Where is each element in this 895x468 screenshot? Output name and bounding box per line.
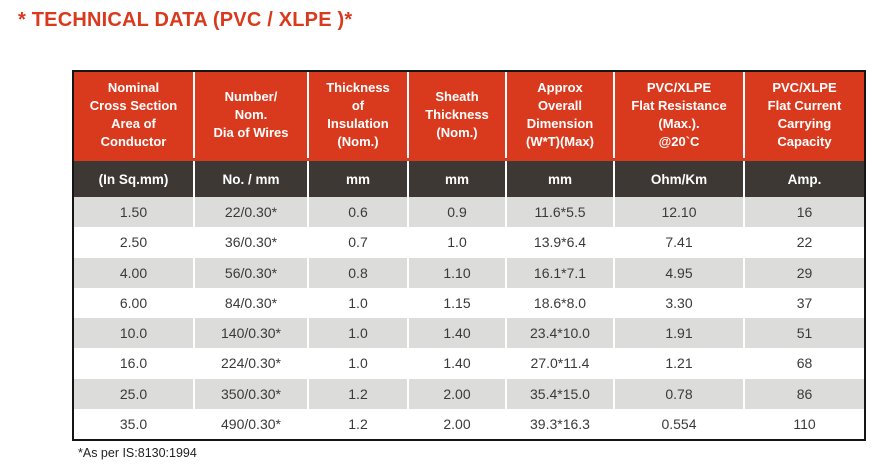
unit-label: mm	[309, 161, 407, 197]
table-cell: 1.40	[409, 348, 505, 379]
table-cell: 51	[745, 318, 864, 349]
table-cell: 1.0	[309, 348, 407, 379]
table-cell: 0.78	[615, 378, 743, 409]
table-cell: 35.0	[74, 408, 193, 439]
unit-label: mm	[409, 161, 505, 197]
table-cell: 25.0	[74, 378, 193, 409]
table-row: 1.50 22/0.30* 0.6 0.9 11.6*5.5 12.10 16	[74, 197, 864, 228]
table-header-row: Nominal Cross Section Area of Conductor …	[74, 72, 864, 158]
table-row: 25.0 350/0.30* 1.2 2.00 35.4*15.0 0.78 8…	[74, 378, 864, 409]
table-cell: 39.3*16.3	[507, 408, 613, 439]
page-title: * TECHNICAL DATA (PVC / XLPE )*	[18, 9, 353, 31]
table-cell: 18.6*8.0	[507, 287, 613, 318]
table-cell: 1.21	[615, 348, 743, 379]
table-cell: 35.4*15.0	[507, 378, 613, 409]
table-cell: 11.6*5.5	[507, 197, 613, 228]
table-cell: 29	[745, 257, 864, 288]
unit-label: No. / mm	[195, 161, 307, 197]
table-row: 4.00 56/0.30* 0.8 1.10 16.1*7.1 4.95 29	[74, 257, 864, 288]
table-cell: 1.0	[309, 318, 407, 349]
column-header-sheath-thickness: Sheath Thickness (Nom.)	[409, 72, 505, 158]
table-cell: 7.41	[615, 227, 743, 258]
table-cell: 16	[745, 197, 864, 228]
table-cell: 1.40	[409, 318, 505, 349]
table-cell: 4.00	[74, 257, 193, 288]
table-cell: 22	[745, 227, 864, 258]
table-row: 6.00 84/0.30* 1.0 1.15 18.6*8.0 3.30 37	[74, 287, 864, 318]
column-header-number-dia-of-wires: Number/ Nom. Dia of Wires	[195, 72, 307, 158]
table-cell: 110	[745, 408, 864, 439]
table-cell: 0.7	[309, 227, 407, 258]
column-header-flat-resistance: PVC/XLPE Flat Resistance (Max.). @20`C	[615, 72, 743, 158]
unit-label: Amp.	[745, 161, 864, 197]
table-cell: 4.95	[615, 257, 743, 288]
table-cell: 224/0.30*	[195, 348, 307, 379]
column-header-current-carrying-capacity: PVC/XLPE Flat Current Carrying Capacity	[745, 72, 864, 158]
table-cell: 68	[745, 348, 864, 379]
unit-label: mm	[507, 161, 613, 197]
table-cell: 2.00	[409, 378, 505, 409]
table-cell: 27.0*11.4	[507, 348, 613, 379]
table-cell: 2.50	[74, 227, 193, 258]
table-cell: 6.00	[74, 287, 193, 318]
table-row: 35.0 490/0.30* 1.2 2.00 39.3*16.3 0.554 …	[74, 408, 864, 439]
table-cell: 13.9*6.4	[507, 227, 613, 258]
table-cell: 86	[745, 378, 864, 409]
technical-data-table: Nominal Cross Section Area of Conductor …	[72, 70, 866, 441]
unit-label: Ohm/Km	[615, 161, 743, 197]
table-cell: 10.0	[74, 318, 193, 349]
table-cell: 3.30	[615, 287, 743, 318]
table-cell: 37	[745, 287, 864, 318]
column-header-overall-dimension: Approx Overall Dimension (W*T)(Max)	[507, 72, 613, 158]
header-units-divider	[74, 158, 864, 161]
unit-label: (In Sq.mm)	[74, 161, 193, 197]
column-header-nominal-cross-section: Nominal Cross Section Area of Conductor	[74, 72, 193, 158]
table-cell: 490/0.30*	[195, 408, 307, 439]
table-cell: 0.6	[309, 197, 407, 228]
table-cell: 12.10	[615, 197, 743, 228]
footnote: *As per IS:8130:1994	[78, 446, 197, 460]
table-cell: 1.91	[615, 318, 743, 349]
table-cell: 0.554	[615, 408, 743, 439]
table-cell: 56/0.30*	[195, 257, 307, 288]
table-units-row: (In Sq.mm) No. / mm mm mm mm Ohm/Km Amp.	[74, 161, 864, 197]
table-cell: 1.2	[309, 378, 407, 409]
table-row: 10.0 140/0.30* 1.0 1.40 23.4*10.0 1.91 5…	[74, 318, 864, 349]
table-row: 2.50 36/0.30* 0.7 1.0 13.9*6.4 7.41 22	[74, 227, 864, 258]
table-cell: 2.00	[409, 408, 505, 439]
table-cell: 0.8	[309, 257, 407, 288]
table-cell: 1.0	[409, 227, 505, 258]
table-cell: 16.0	[74, 348, 193, 379]
table-cell: 22/0.30*	[195, 197, 307, 228]
table-row: 16.0 224/0.30* 1.0 1.40 27.0*11.4 1.21 6…	[74, 348, 864, 379]
table-cell: 1.10	[409, 257, 505, 288]
table-cell: 0.9	[409, 197, 505, 228]
column-header-insulation-thickness: Thickness of Insulation (Nom.)	[309, 72, 407, 158]
table-cell: 1.0	[309, 287, 407, 318]
table-cell: 350/0.30*	[195, 378, 307, 409]
table-cell: 140/0.30*	[195, 318, 307, 349]
table-cell: 1.50	[74, 197, 193, 228]
table-cell: 1.2	[309, 408, 407, 439]
table-cell: 84/0.30*	[195, 287, 307, 318]
table-cell: 36/0.30*	[195, 227, 307, 258]
table-cell: 1.15	[409, 287, 505, 318]
table-cell: 16.1*7.1	[507, 257, 613, 288]
table-cell: 23.4*10.0	[507, 318, 613, 349]
